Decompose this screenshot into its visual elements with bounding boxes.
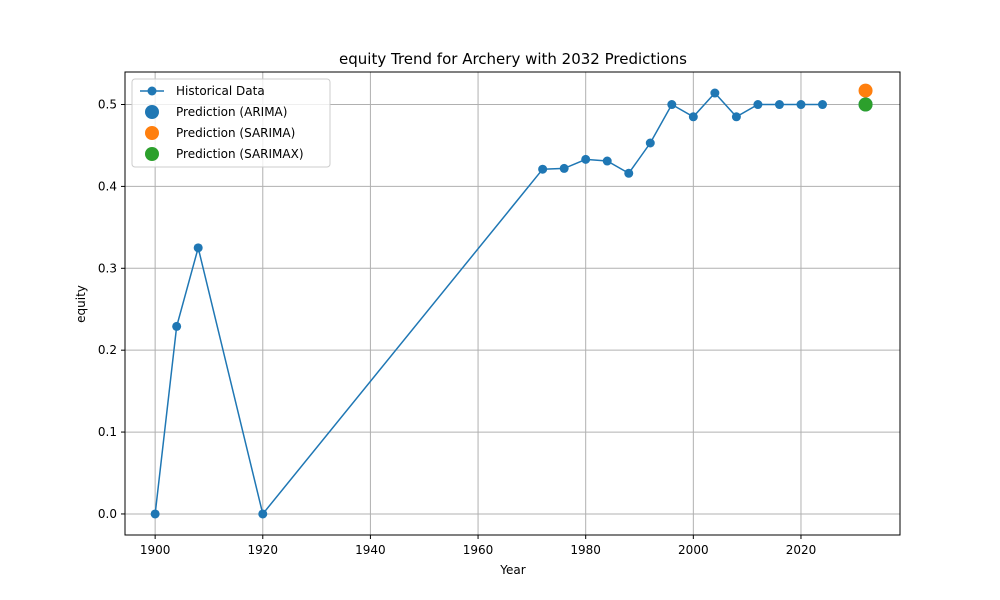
historical-data-point [172,321,182,331]
grid [125,72,900,535]
legend-label-prediction-sarimax: Prediction (SARIMAX) [176,147,304,161]
axes-frame [124,71,901,536]
historical-data-point [796,100,806,110]
x-tick-label: 2020 [786,543,817,557]
y-tick-label: 0.3 [98,261,117,275]
x-tick-label: 1920 [248,543,279,557]
historical-data-point [624,168,634,178]
axis-ticks: 1900 1920 1940 1960 1980 2000 2020 0.0 0.1 0.2 0.3… [98,98,816,557]
y-tick-label: 0.5 [98,98,117,112]
plot-area [150,83,873,519]
y-tick-label: 0.2 [98,343,117,357]
historical-data-point [688,112,698,122]
chart-title: equity Trend for Archery with 2032 Predi… [339,50,687,68]
historical-data-point [710,88,720,98]
x-tick-label: 1940 [355,543,386,557]
prediction-sarimax-point [858,97,873,112]
legend-marker-prediction-sarima [145,126,159,140]
prediction-sarima-point [858,83,873,98]
x-axis-label: Year [499,563,525,577]
legend-marker-prediction-arima [145,105,159,119]
legend-marker-historical-data [147,86,157,96]
historical-data-point [753,100,763,110]
legend: Historical Data Prediction (ARIMA) Predict… [131,78,331,168]
historical-data-point [150,509,160,519]
historical-data-point [774,100,784,110]
x-tick-label: 2000 [678,543,709,557]
y-tick-label: 0.0 [98,507,117,521]
y-tick-label: 0.4 [98,179,117,193]
legend-marker-prediction-sarimax [145,147,159,161]
x-tick-label: 1980 [570,543,601,557]
legend-label-prediction-sarima: Prediction (SARIMA) [176,126,295,140]
historical-data-point [538,164,548,174]
y-axis-label: equity [74,285,88,323]
historical-data-point [193,243,203,253]
historical-data-point [258,509,268,519]
historical-data-point [667,100,677,110]
historical-data-point [731,112,741,122]
y-tick-label: 0.1 [98,425,117,439]
historical-data-point [559,163,569,173]
historical-data-point [645,138,655,148]
legend-label-historical-data: Historical Data [176,84,265,98]
x-tick-label: 1900 [140,543,171,557]
legend-label-prediction-arima: Prediction (ARIMA) [176,105,287,119]
legend-box [131,78,331,168]
historical-data-point [602,156,612,166]
x-tick-label: 1960 [463,543,494,557]
historical-data-point [818,100,827,110]
historical-data-point [581,154,591,164]
